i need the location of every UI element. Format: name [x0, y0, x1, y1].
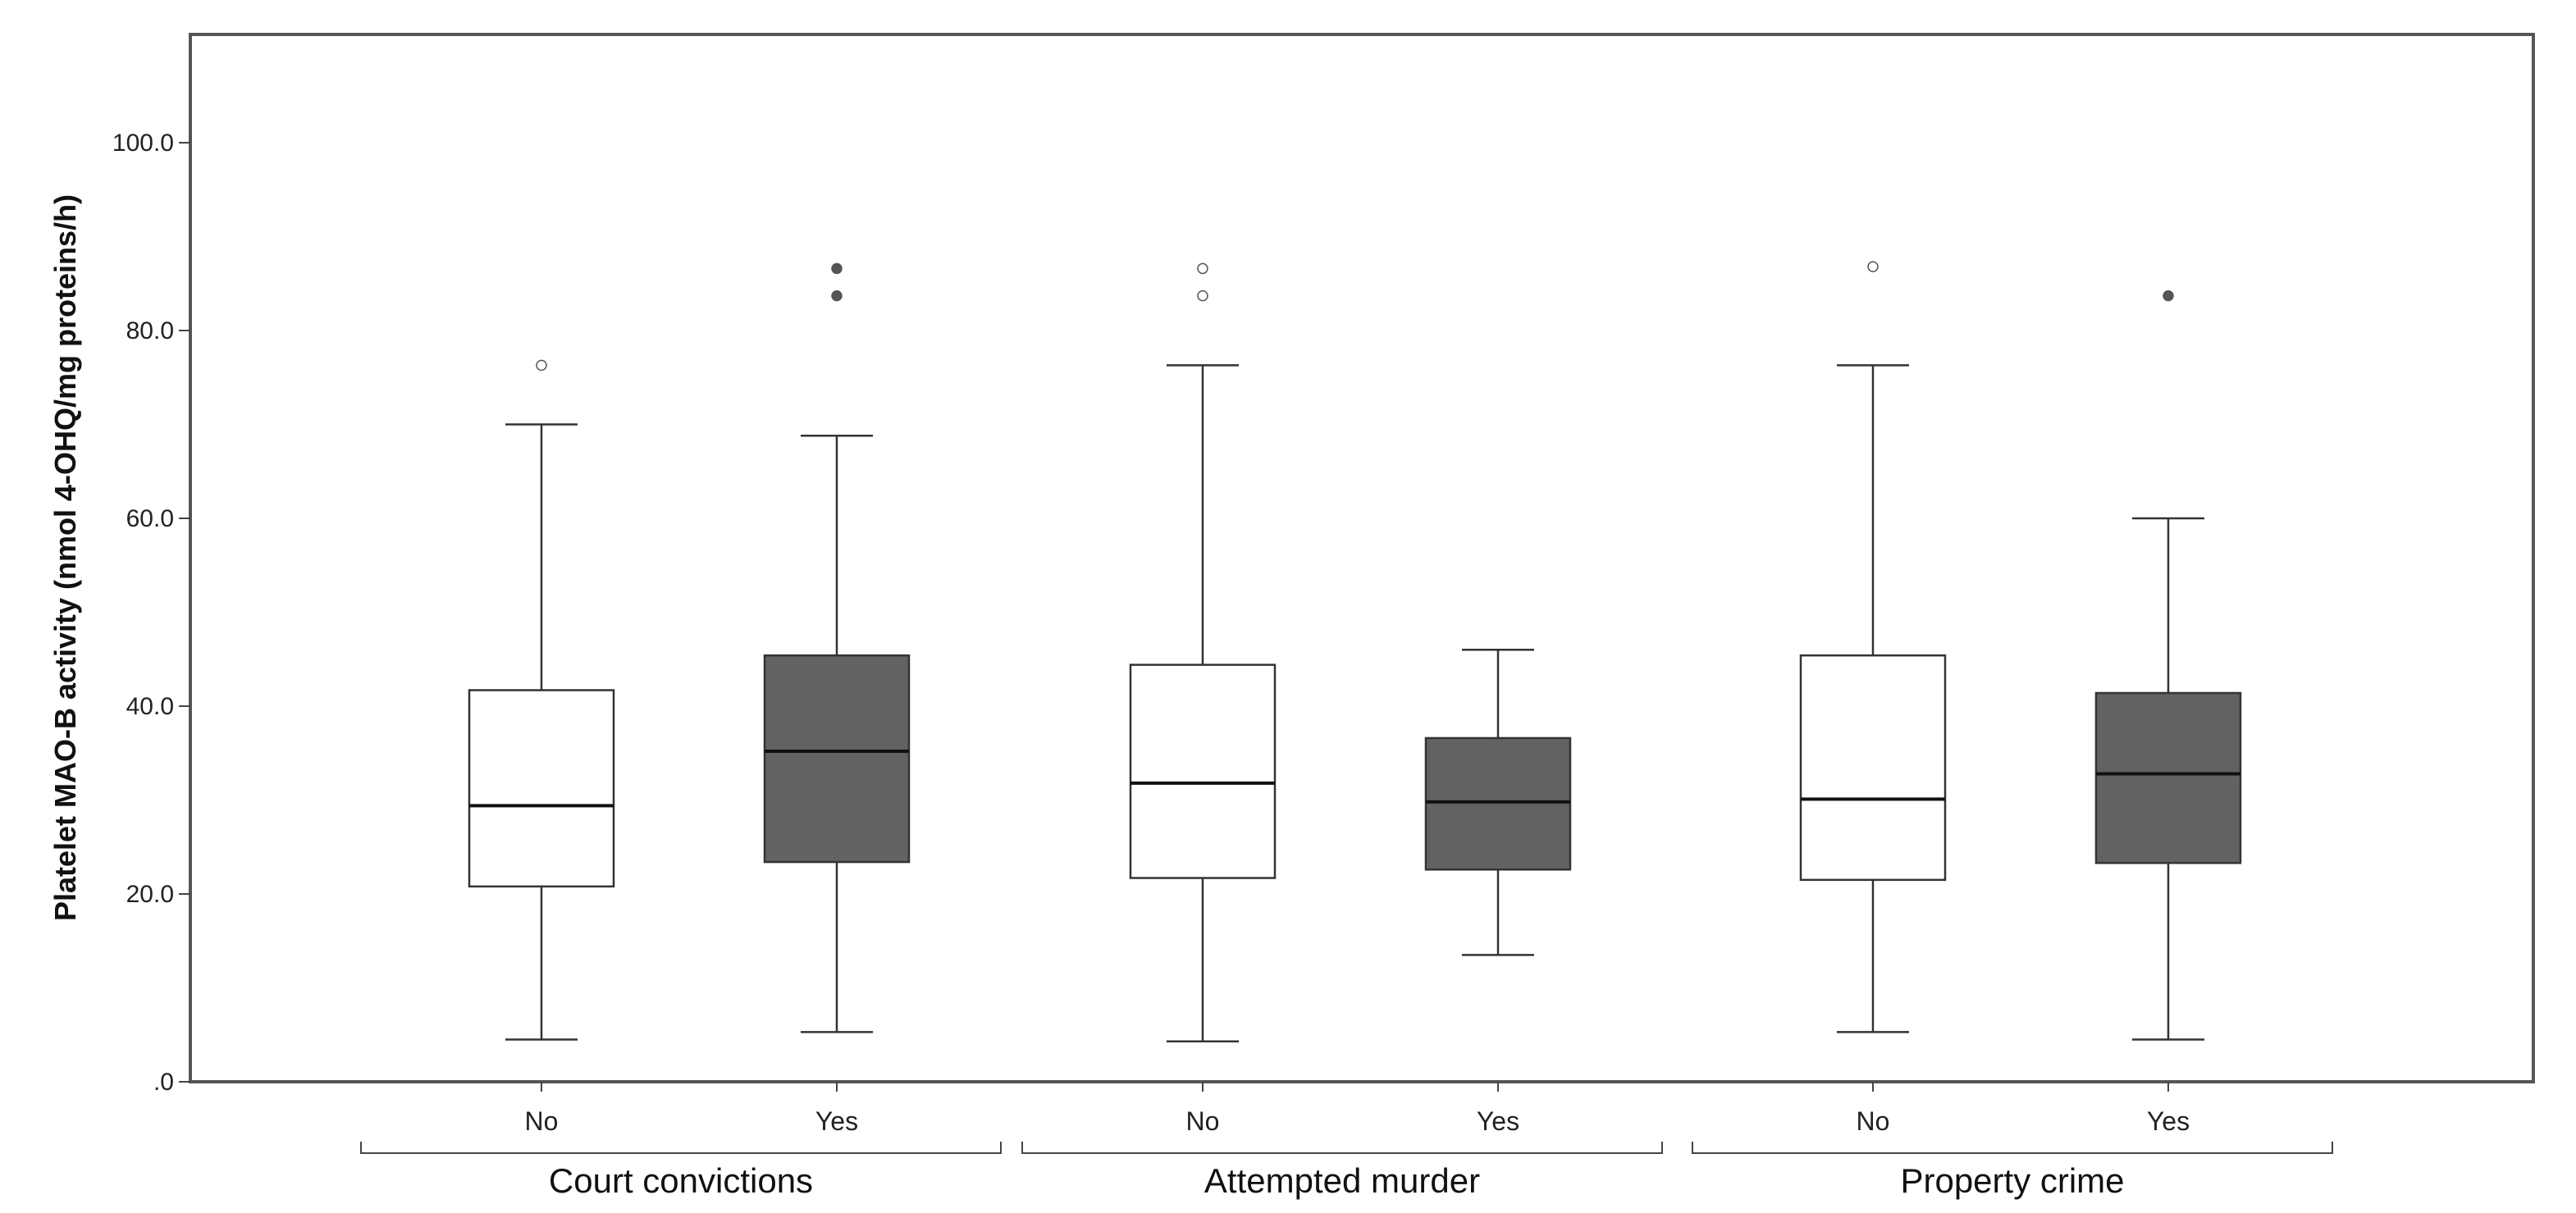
y-tick-label: 100.0	[112, 130, 174, 157]
group-bracket	[360, 1142, 1002, 1154]
outlier-point	[536, 359, 547, 372]
outlier-point	[1867, 261, 1879, 272]
outlier-point	[1197, 262, 1208, 275]
group-bracket	[1021, 1142, 1663, 1154]
iqr-box	[2094, 691, 2242, 864]
box-yes	[1424, 649, 1572, 956]
iqr-box	[763, 654, 911, 864]
outlier-point	[2163, 290, 2174, 302]
outlier-point	[831, 290, 843, 302]
outlier-point	[831, 262, 843, 275]
group-bracket	[1692, 1142, 2333, 1154]
iqr-box	[1799, 654, 1947, 882]
y-axis: .0 20.0 40.0 60.0 80.0 100.0	[112, 130, 190, 1096]
category-label: Yes	[2147, 1106, 2190, 1136]
category-label: No	[525, 1106, 559, 1136]
iqr-box	[468, 689, 615, 888]
category-label: No	[1186, 1106, 1220, 1136]
y-tick-label: 60.0	[126, 505, 174, 532]
group-label: Court convictions	[549, 1161, 813, 1200]
boxes-layer	[468, 261, 2242, 1043]
category-label: No	[1857, 1106, 1890, 1136]
group-label: Attempted murder	[1204, 1161, 1480, 1200]
iqr-box	[1424, 736, 1572, 871]
y-tick-label: .0	[153, 1069, 174, 1096]
plot-frame	[189, 33, 2535, 1083]
box-yes	[763, 262, 911, 1033]
iqr-box	[1129, 664, 1277, 879]
category-label: Yes	[1477, 1106, 1519, 1136]
y-tick-label: 40.0	[126, 693, 174, 720]
y-axis-label: Platelet MAO-B activity (nmol 4-OHQ/mg p…	[48, 194, 82, 921]
box-no	[1799, 261, 1947, 1033]
box-no	[468, 359, 615, 1041]
box-no	[1129, 262, 1277, 1043]
outlier-point	[1197, 290, 1208, 302]
y-tick-label: 20.0	[126, 881, 174, 908]
category-label: Yes	[815, 1106, 858, 1136]
y-tick-label: 80.0	[126, 317, 174, 344]
box-yes	[2094, 290, 2242, 1041]
group-label: Property crime	[1900, 1161, 2124, 1200]
